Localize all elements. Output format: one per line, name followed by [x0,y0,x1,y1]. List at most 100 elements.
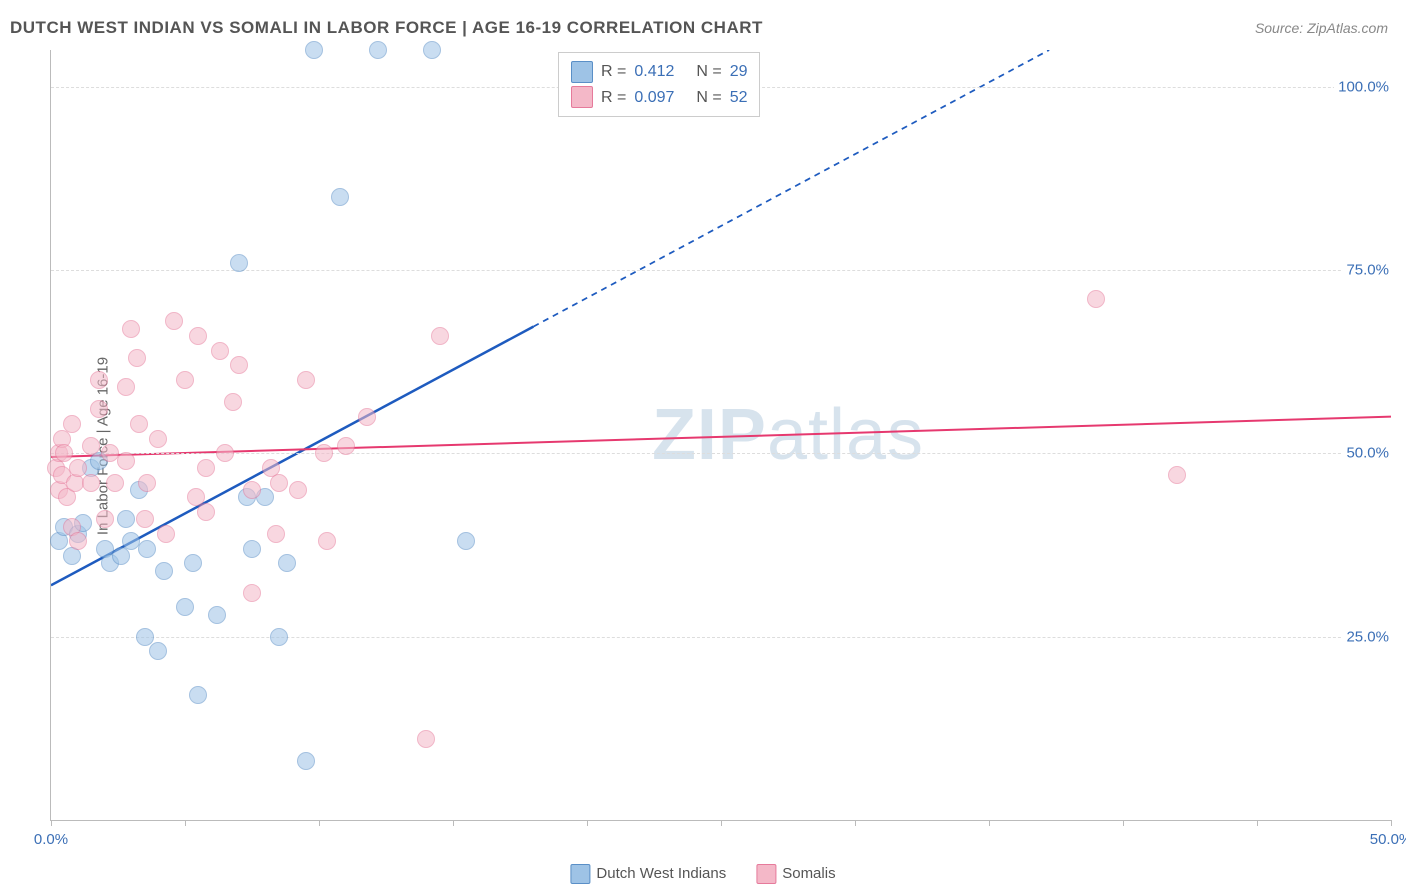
correlation-legend: R = 0.412 N = 29 R = 0.097 N = 52 [558,52,760,117]
data-point [417,730,435,748]
data-point [243,481,261,499]
gridline [51,270,1391,271]
gridline [51,453,1391,454]
data-point [230,254,248,272]
data-point [423,41,441,59]
data-point [157,525,175,543]
data-point [305,41,323,59]
data-point [211,342,229,360]
data-point [90,371,108,389]
trend-lines [51,50,1391,820]
data-point [82,474,100,492]
data-point [289,481,307,499]
data-point [208,606,226,624]
watermark-bold: ZIP [652,395,767,475]
data-point [197,459,215,477]
x-tick-mark [319,820,320,826]
data-point [117,510,135,528]
legend-swatch [570,864,590,884]
r-value: 0.097 [634,85,688,111]
data-point [337,437,355,455]
data-point [69,532,87,550]
data-point [224,393,242,411]
data-point [431,327,449,345]
data-point [128,349,146,367]
data-point [270,474,288,492]
r-label: R = [601,59,626,85]
data-point [197,503,215,521]
data-point [358,408,376,426]
data-point [63,415,81,433]
data-point [331,188,349,206]
x-tick-mark [721,820,722,826]
legend-swatch [571,61,593,83]
y-tick-label: 50.0% [1342,445,1393,462]
data-point [457,532,475,550]
watermark: ZIPatlas [652,394,924,476]
data-point [189,327,207,345]
r-label: R = [601,85,626,111]
data-point [243,540,261,558]
data-point [112,547,130,565]
data-point [122,320,140,338]
data-point [136,510,154,528]
data-point [267,525,285,543]
data-point [278,554,296,572]
y-tick-label: 75.0% [1342,262,1393,279]
data-point [1168,466,1186,484]
data-point [1087,290,1105,308]
data-point [230,356,248,374]
data-point [117,378,135,396]
y-tick-label: 100.0% [1334,78,1393,95]
data-point [138,540,156,558]
data-point [149,430,167,448]
legend-item: Somalis [756,864,835,884]
r-value: 0.412 [634,59,688,85]
x-tick-mark [51,820,52,826]
n-label: N = [696,85,721,111]
legend-swatch [756,864,776,884]
data-point [82,437,100,455]
x-tick-mark [587,820,588,826]
data-point [176,598,194,616]
data-point [270,628,288,646]
data-point [117,452,135,470]
x-tick-mark [1391,820,1392,826]
x-tick-mark [453,820,454,826]
data-point [216,444,234,462]
x-tick-mark [989,820,990,826]
data-point [136,628,154,646]
data-point [189,686,207,704]
x-tick-label: 50.0% [1370,831,1406,848]
legend-row: R = 0.097 N = 52 [571,85,747,111]
x-tick-mark [1257,820,1258,826]
data-point [315,444,333,462]
n-value: 29 [730,59,748,85]
data-point [138,474,156,492]
data-point [297,371,315,389]
gridline [51,637,1391,638]
chart-title: DUTCH WEST INDIAN VS SOMALI IN LABOR FOR… [10,18,763,38]
n-label: N = [696,59,721,85]
plot-area: ZIPatlas 25.0%50.0%75.0%100.0%0.0%50.0% [50,50,1391,821]
legend-swatch [571,86,593,108]
x-tick-mark [185,820,186,826]
data-point [55,444,73,462]
legend-label: Dutch West Indians [596,865,726,882]
data-point [165,312,183,330]
data-point [69,459,87,477]
x-tick-mark [855,820,856,826]
watermark-rest: atlas [767,395,924,475]
legend-row: R = 0.412 N = 29 [571,59,747,85]
data-point [297,752,315,770]
data-point [184,554,202,572]
data-point [155,562,173,580]
data-point [106,474,124,492]
data-point [318,532,336,550]
legend-label: Somalis [782,865,835,882]
data-point [243,584,261,602]
source-label: Source: ZipAtlas.com [1255,20,1388,36]
n-value: 52 [730,85,748,111]
x-tick-label: 0.0% [34,831,68,848]
series-legend: Dutch West Indians Somalis [570,864,835,884]
